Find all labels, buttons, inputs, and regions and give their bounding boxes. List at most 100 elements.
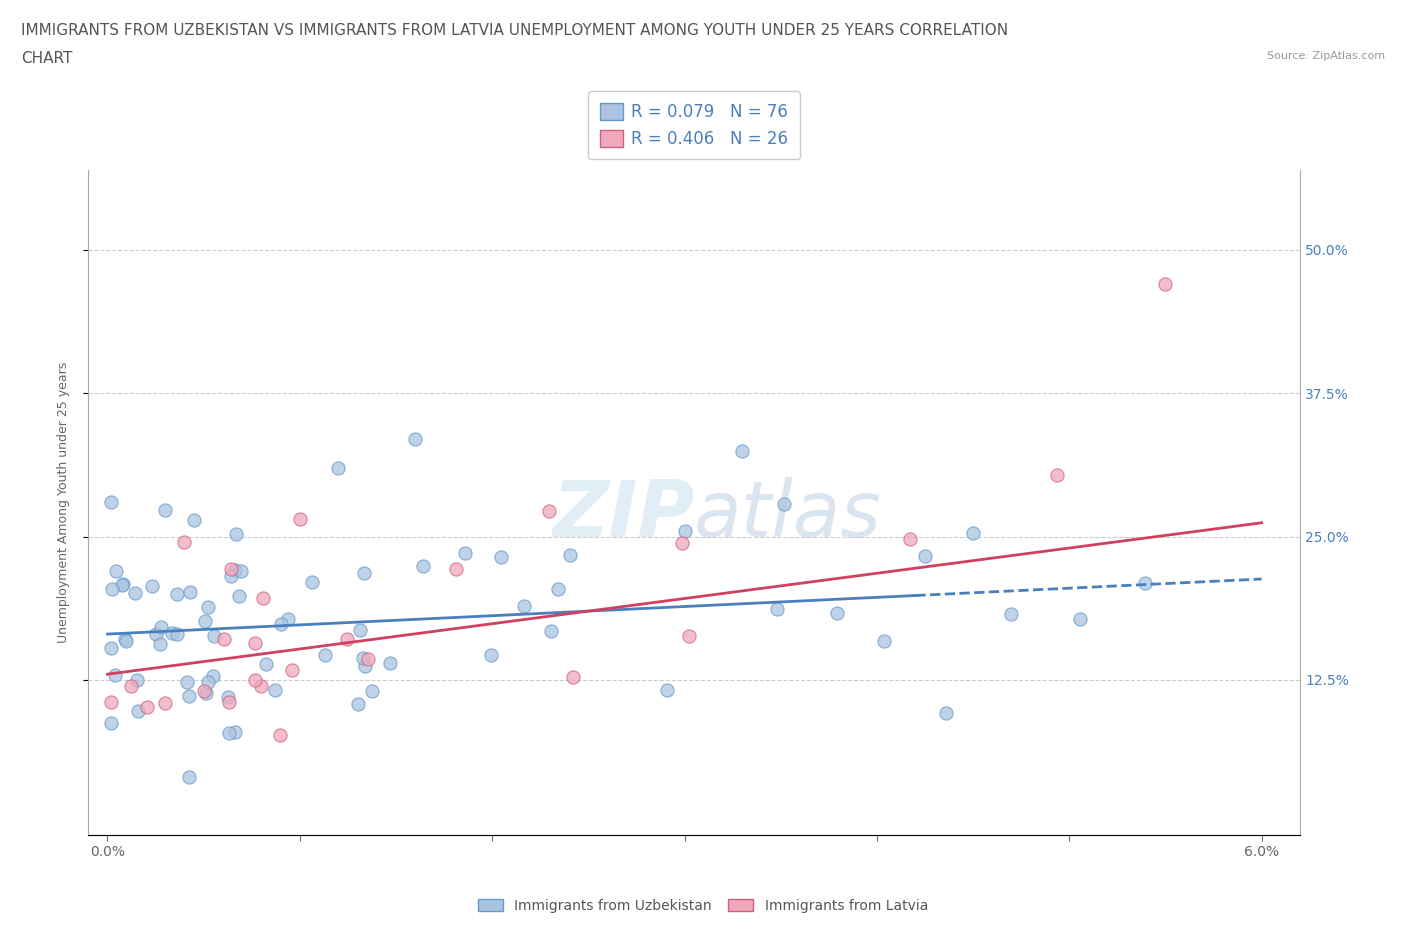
Point xyxy=(197,600,219,615)
Point xyxy=(111,578,134,592)
Point xyxy=(100,495,122,510)
Point xyxy=(243,635,266,650)
Point xyxy=(353,659,375,674)
Point xyxy=(100,640,122,655)
Point xyxy=(127,704,149,719)
Point xyxy=(197,674,219,689)
Point xyxy=(336,631,359,646)
Point xyxy=(166,587,188,602)
Point xyxy=(243,672,266,687)
Point xyxy=(145,627,167,642)
Point xyxy=(125,672,148,687)
Point xyxy=(1000,606,1022,621)
Point xyxy=(562,670,585,684)
Point xyxy=(269,728,291,743)
Point xyxy=(193,684,215,698)
Point xyxy=(252,591,274,605)
Point xyxy=(166,627,188,642)
Point xyxy=(1069,612,1091,627)
Point xyxy=(454,546,477,561)
Text: ZIP: ZIP xyxy=(553,477,695,553)
Point xyxy=(378,656,401,671)
Point xyxy=(288,512,311,526)
Point xyxy=(827,606,849,621)
Point xyxy=(357,652,380,667)
Point xyxy=(112,577,135,591)
Point xyxy=(115,633,138,648)
Point xyxy=(935,706,957,721)
Point xyxy=(1154,277,1177,292)
Point xyxy=(100,695,122,710)
Point xyxy=(301,575,323,590)
Point xyxy=(221,568,243,583)
Point xyxy=(404,432,426,446)
Legend: Immigrants from Uzbekistan, Immigrants from Latvia: Immigrants from Uzbekistan, Immigrants f… xyxy=(472,894,934,919)
Point xyxy=(914,549,936,564)
Legend: R = 0.079   N = 76, R = 0.406   N = 26: R = 0.079 N = 76, R = 0.406 N = 26 xyxy=(588,91,800,159)
Point xyxy=(962,525,984,540)
Point xyxy=(173,535,195,550)
Point xyxy=(540,623,562,638)
Point xyxy=(183,512,205,527)
Point xyxy=(202,629,225,644)
Point xyxy=(346,697,368,711)
Point xyxy=(141,578,163,593)
Point xyxy=(547,581,569,596)
Point xyxy=(177,688,200,703)
Point xyxy=(558,548,581,563)
Point xyxy=(678,628,700,643)
Text: atlas: atlas xyxy=(695,477,882,553)
Point xyxy=(100,581,122,596)
Point xyxy=(270,617,292,631)
Y-axis label: Unemployment Among Youth under 25 years: Unemployment Among Youth under 25 years xyxy=(58,362,70,643)
Point xyxy=(104,667,127,682)
Text: IMMIGRANTS FROM UZBEKISTAN VS IMMIGRANTS FROM LATVIA UNEMPLOYMENT AMONG YOUTH UN: IMMIGRANTS FROM UZBEKISTAN VS IMMIGRANTS… xyxy=(21,23,1008,38)
Point xyxy=(353,566,375,581)
Point xyxy=(766,601,789,616)
Point xyxy=(250,678,273,693)
Point xyxy=(120,678,142,693)
Point xyxy=(219,562,242,577)
Point xyxy=(228,589,250,604)
Point xyxy=(153,696,176,711)
Point xyxy=(328,460,350,475)
Point xyxy=(100,716,122,731)
Point xyxy=(153,503,176,518)
Point xyxy=(224,724,246,739)
Point xyxy=(673,524,696,538)
Point xyxy=(412,558,434,573)
Point xyxy=(491,550,513,565)
Point xyxy=(217,689,239,704)
Point xyxy=(135,699,157,714)
Point xyxy=(114,631,136,646)
Point xyxy=(202,668,225,683)
Point xyxy=(194,613,217,628)
Point xyxy=(218,695,240,710)
Point xyxy=(361,684,384,698)
Point xyxy=(124,585,146,600)
Point xyxy=(444,562,467,577)
Point xyxy=(772,497,794,512)
Point xyxy=(1046,468,1069,483)
Point xyxy=(513,598,536,613)
Point xyxy=(148,637,170,652)
Point xyxy=(229,564,252,578)
Point xyxy=(898,532,921,547)
Point xyxy=(280,662,302,677)
Point xyxy=(537,503,560,518)
Point xyxy=(873,633,896,648)
Point xyxy=(655,683,678,698)
Point xyxy=(254,657,277,671)
Point xyxy=(218,725,240,740)
Text: CHART: CHART xyxy=(21,51,73,66)
Point xyxy=(149,620,172,635)
Point xyxy=(176,674,198,689)
Point xyxy=(349,622,371,637)
Point xyxy=(225,526,247,541)
Point xyxy=(671,536,693,551)
Point xyxy=(177,770,200,785)
Point xyxy=(224,563,246,578)
Point xyxy=(179,585,201,600)
Point xyxy=(212,631,235,646)
Point xyxy=(479,647,502,662)
